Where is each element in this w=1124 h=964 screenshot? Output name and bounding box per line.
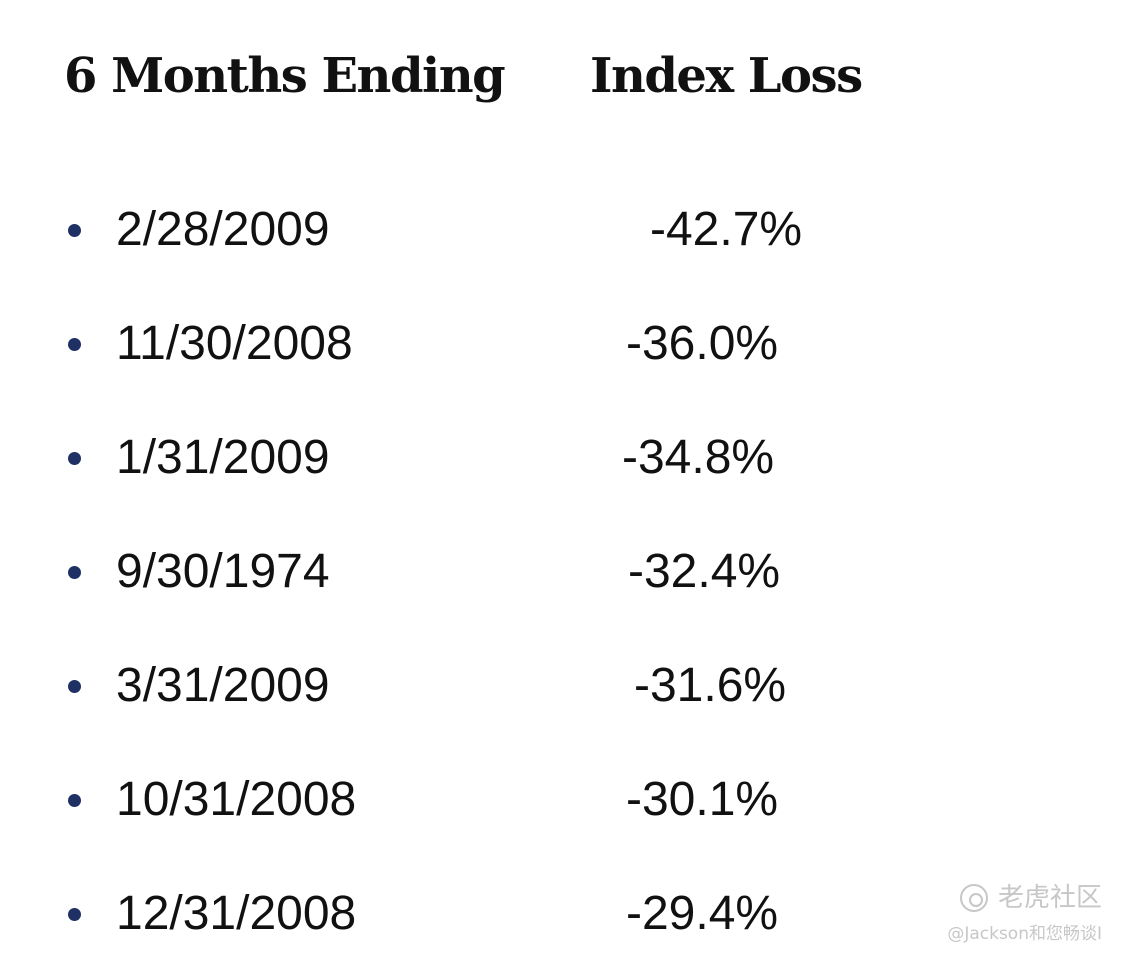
bullet-icon	[68, 794, 81, 807]
watermark-brand: 老虎社区	[997, 883, 1102, 913]
row-date: 11/30/2008	[116, 317, 353, 370]
row-loss: -31.6%	[634, 659, 787, 712]
row-loss: -42.7%	[650, 203, 803, 256]
list-item: 2/28/2009 -42.7%	[0, 200, 1124, 260]
list-item: 3/31/2009 -31.6%	[0, 656, 1124, 716]
watermark: 老虎社区 @Jackson和您畅谈I	[947, 878, 1102, 946]
header-date-column: 6 Months Ending	[64, 48, 506, 104]
bullet-icon	[68, 908, 81, 921]
watermark-author: @Jackson和您畅谈I	[947, 924, 1102, 944]
row-date: 9/30/1974	[116, 545, 330, 598]
row-date: 3/31/2009	[116, 659, 330, 712]
row-loss: -30.1%	[626, 773, 779, 826]
header-loss-column: Index Loss	[590, 48, 863, 104]
row-date: 1/31/2009	[116, 431, 330, 484]
tiger-logo-icon	[959, 884, 988, 912]
row-date: 12/31/2008	[116, 887, 357, 940]
list-item: 1/31/2009 -34.8%	[0, 428, 1124, 488]
row-loss: -34.8%	[622, 431, 775, 484]
row-loss: -29.4%	[626, 887, 779, 940]
list-item: 12/31/2008 -29.4%	[0, 884, 1124, 944]
list-item: 9/30/1974 -32.4%	[0, 542, 1124, 602]
bullet-icon	[68, 338, 81, 351]
bullet-icon	[68, 452, 81, 465]
row-date: 2/28/2009	[116, 203, 330, 256]
bullet-icon	[68, 680, 81, 693]
bullet-icon	[68, 224, 81, 237]
row-loss: -32.4%	[628, 545, 781, 598]
bullet-icon	[68, 566, 81, 579]
row-loss: -36.0%	[626, 317, 779, 370]
list-item: 10/31/2008 -30.1%	[0, 770, 1124, 830]
list-item: 11/30/2008 -36.0%	[0, 314, 1124, 374]
row-date: 10/31/2008	[116, 773, 357, 826]
